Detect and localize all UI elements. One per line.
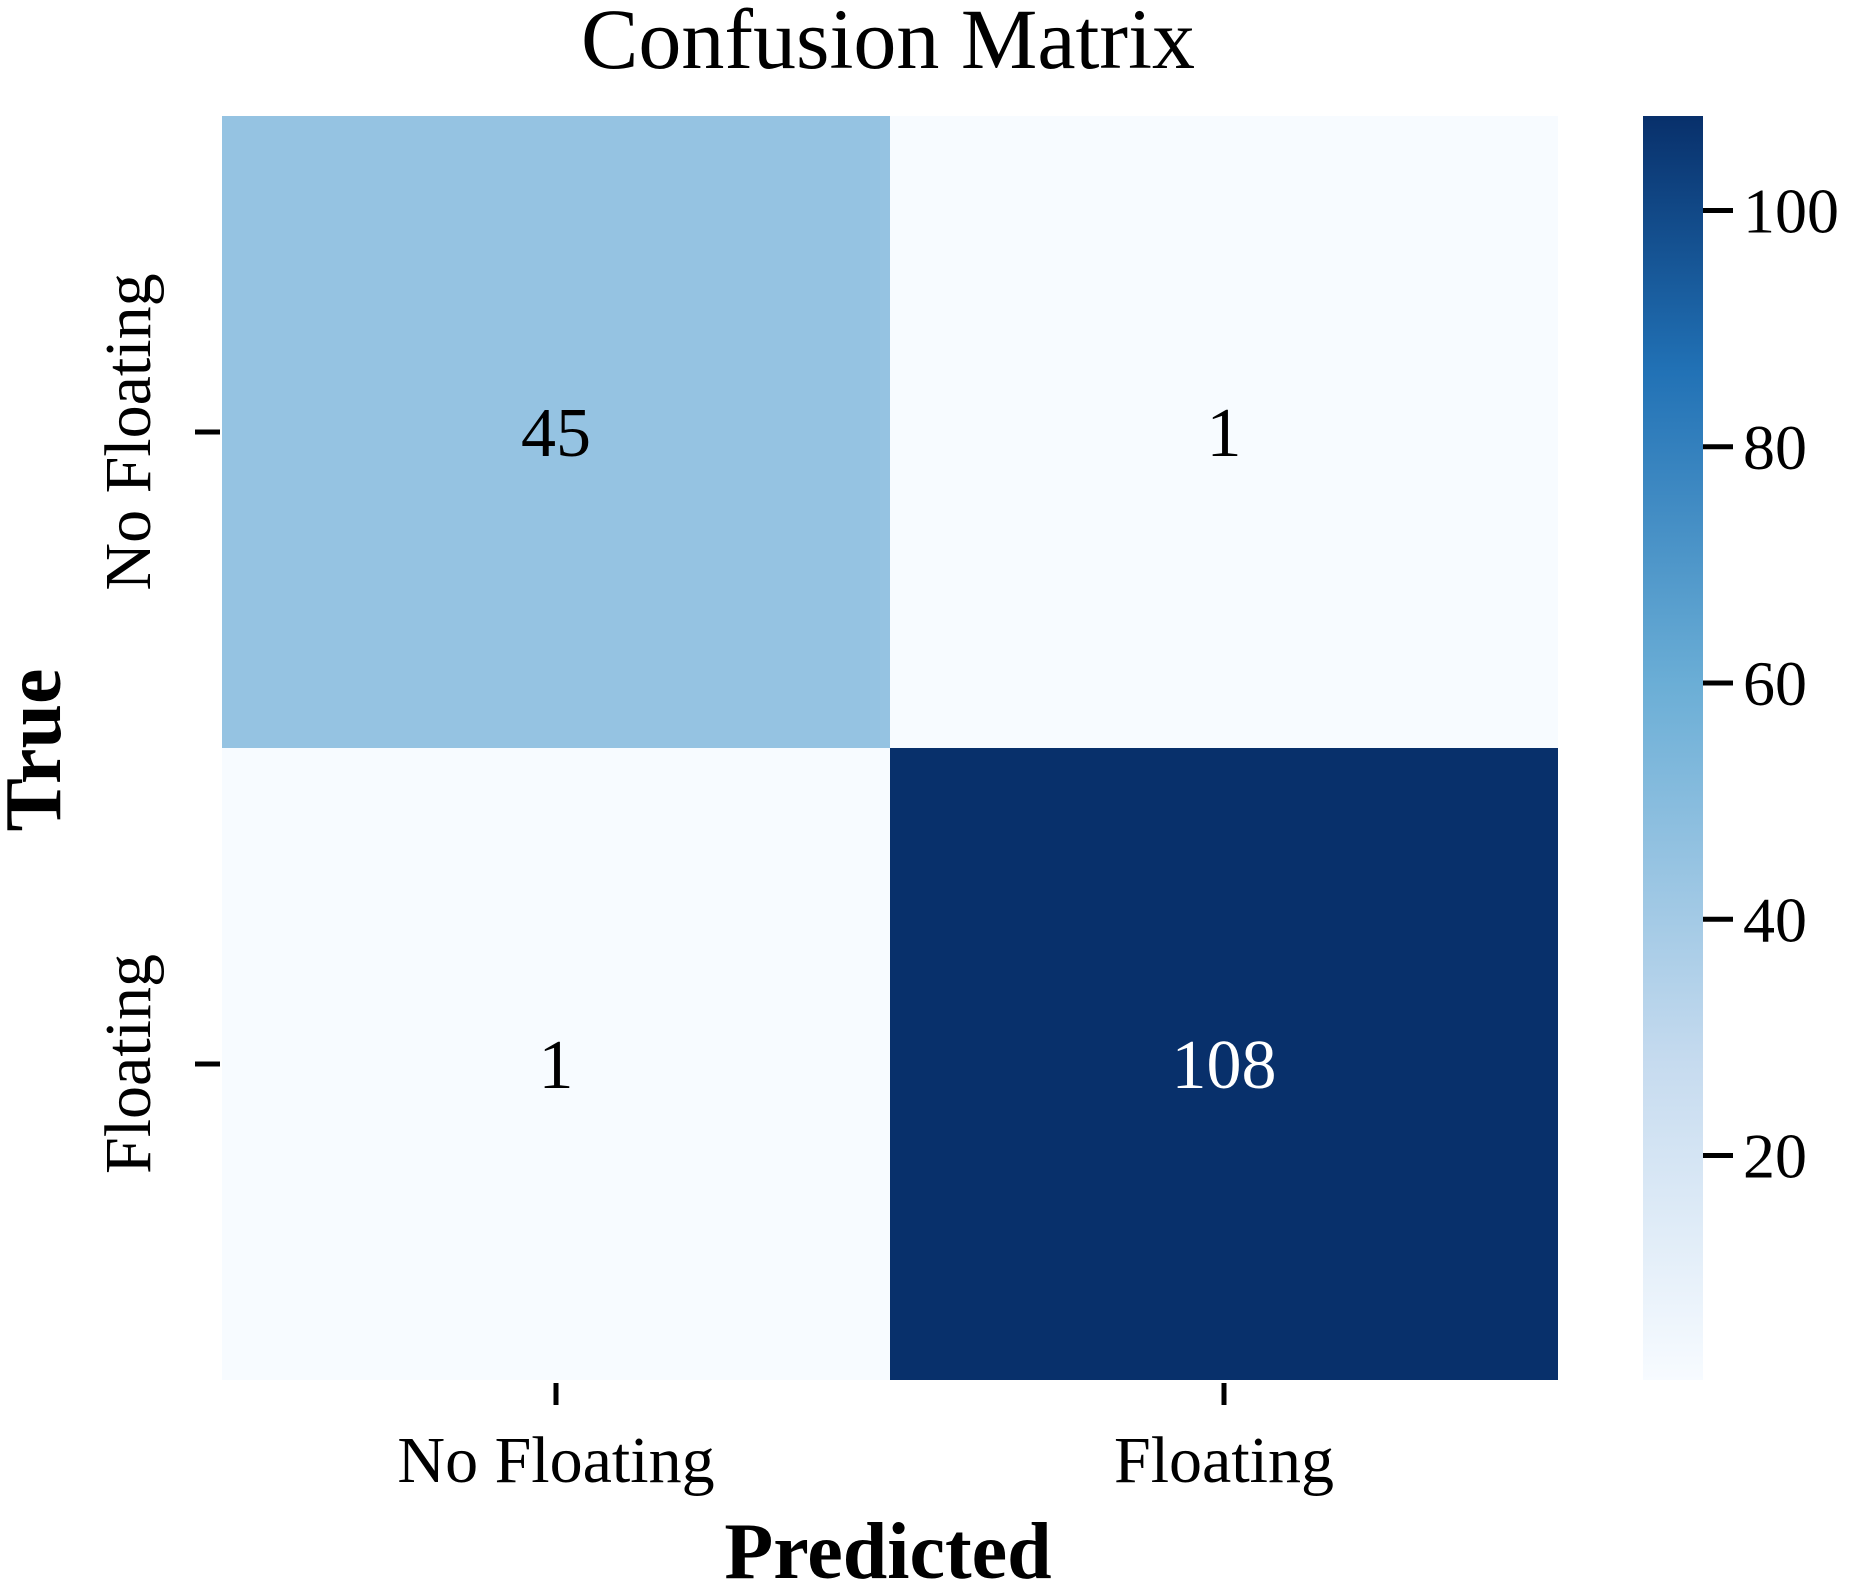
colorbar-tick-label: 100 — [1743, 176, 1839, 247]
x-axis-ticks: No Floating Floating — [397, 1383, 1334, 1497]
chart-title: Confusion Matrix — [581, 0, 1195, 87]
x-axis-title: Predicted — [724, 1508, 1051, 1591]
y-tick-label: Floating — [92, 954, 165, 1174]
heatmap-cells — [222, 116, 1558, 1380]
heatmap-cell-labels: 45 1 1 108 — [521, 395, 1277, 1104]
heatmap-cell-floating-floating — [890, 748, 1558, 1380]
cell-value-no-floating-no-floating: 45 — [521, 395, 591, 472]
colorbar-ticks: 20 40 60 80 100 — [1703, 176, 1839, 1192]
cell-value-no-floating-floating: 1 — [1207, 395, 1242, 472]
cell-value-floating-floating: 108 — [1172, 1027, 1277, 1104]
y-axis-ticks: No Floating Floating — [92, 273, 220, 1174]
x-tick-label: No Floating — [397, 1424, 714, 1497]
y-tick-label: No Floating — [92, 273, 165, 590]
colorbar-tick-label: 60 — [1743, 648, 1807, 719]
colorbar-tick-label: 20 — [1743, 1121, 1807, 1192]
x-tick-label: Floating — [1114, 1424, 1334, 1497]
colorbar-tick-label: 40 — [1743, 884, 1807, 955]
heatmap-cell-floating-no-floating — [222, 748, 890, 1380]
colorbar-tick-label: 80 — [1743, 412, 1807, 483]
cell-value-floating-no-floating: 1 — [539, 1027, 574, 1104]
heatmap-cell-no-floating-no-floating — [222, 116, 890, 748]
y-axis-title: True — [0, 669, 78, 832]
colorbar — [1643, 116, 1703, 1380]
heatmap-cell-no-floating-floating — [890, 116, 1558, 748]
